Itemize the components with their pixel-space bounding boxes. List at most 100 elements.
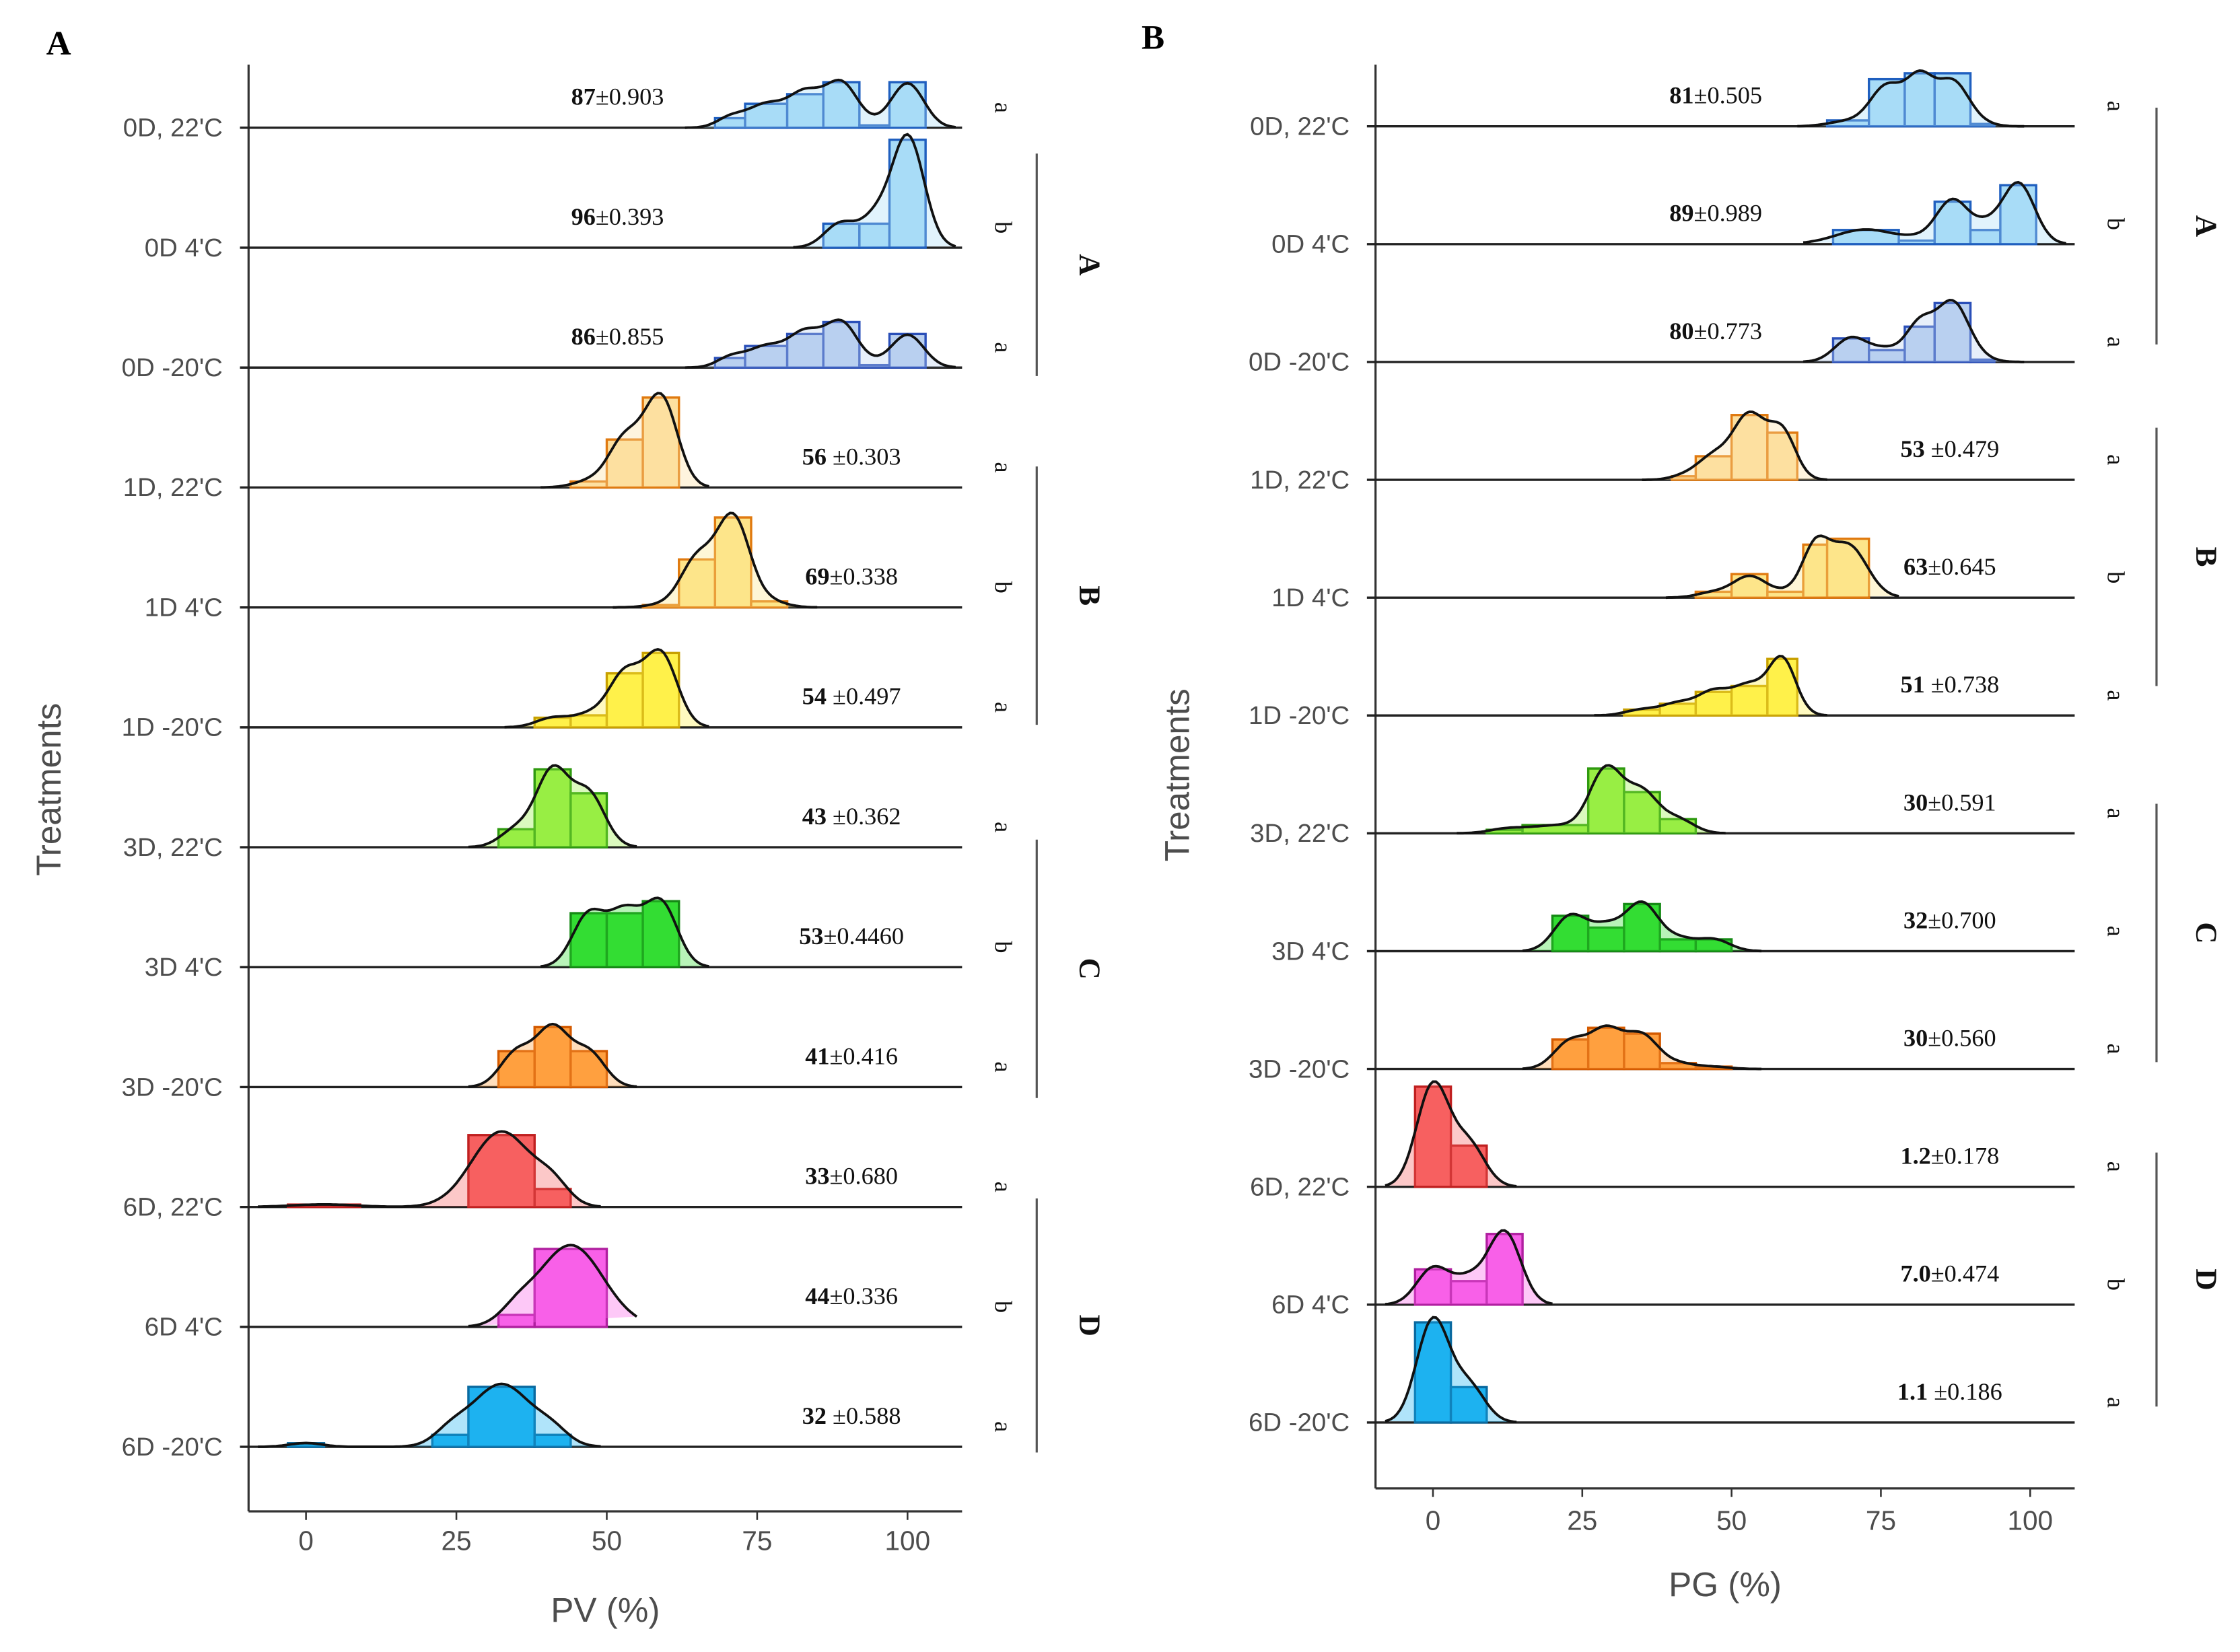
- sd-value: ±0.560: [1928, 1024, 1996, 1051]
- ridge-row: 6D 4'C 44±0.336 b: [145, 1244, 1016, 1342]
- ridge-row: 6D 4'C 7.0±0.474 b: [1271, 1229, 2129, 1320]
- mean-value: 87: [571, 83, 596, 110]
- mean-sd-annotation: 33±0.680: [805, 1163, 898, 1190]
- histogram-bar: [1586, 1026, 1625, 1071]
- group-label: C: [2190, 922, 2224, 943]
- sd-value: ±0.186: [1934, 1378, 2002, 1405]
- ridge-row: 3D -20'C 30±0.560 a: [1249, 1024, 2129, 1083]
- x-tick-label: 25: [1567, 1505, 1597, 1536]
- mean-sd-annotation: 43 ±0.362: [802, 803, 901, 830]
- ridge-row: 0D -20'C 86±0.855 a: [122, 318, 1016, 382]
- mean-value: 32: [802, 1402, 833, 1429]
- significance-letter: a: [989, 1182, 1016, 1192]
- row-label: 6D 4'C: [1271, 1291, 1350, 1320]
- mean-sd-annotation: 1.2±0.178: [1900, 1143, 1999, 1170]
- significance-letter: a: [2102, 690, 2129, 701]
- group-label: A: [2190, 215, 2224, 238]
- significance-letter: b: [989, 221, 1016, 234]
- significance-letter: a: [2102, 926, 2129, 937]
- significance-letter: a: [989, 702, 1016, 713]
- mean-sd-annotation: 51 ±0.738: [1900, 671, 1999, 698]
- significance-letter: a: [989, 462, 1016, 473]
- mean-sd-annotation: 56 ±0.303: [802, 443, 901, 470]
- sd-value: ±0.4460: [823, 923, 904, 949]
- mean-sd-annotation: 54 ±0.497: [802, 683, 901, 710]
- row-label: 1D, 22'C: [1250, 466, 1350, 495]
- significance-letter: a: [2102, 807, 2129, 818]
- significance-letter: b: [2102, 218, 2129, 230]
- panel-label-b: B: [1142, 19, 1164, 57]
- sd-value: ±0.989: [1694, 200, 1762, 227]
- mean-value: 86: [571, 323, 596, 350]
- significance-letter: a: [2102, 101, 2129, 112]
- histogram-bar: [533, 768, 572, 849]
- x-tick-label: 75: [1866, 1505, 1896, 1536]
- mean-sd-annotation: 30±0.591: [1903, 789, 1996, 816]
- group-label: D: [1073, 1315, 1107, 1336]
- histogram-bar: [569, 1050, 608, 1089]
- ridge-row: 0D, 22'C 81±0.505 a: [1250, 69, 2129, 141]
- significance-letter: a: [989, 342, 1016, 353]
- mean-sd-annotation: 1.1 ±0.186: [1897, 1378, 2002, 1405]
- density-curve: [540, 896, 709, 968]
- group-label: A: [1073, 254, 1107, 276]
- sd-value: ±0.855: [596, 323, 664, 350]
- row-label: 0D -20'C: [1249, 348, 1350, 377]
- row-label: 6D -20'C: [122, 1433, 223, 1462]
- significance-letter: a: [2102, 1044, 2129, 1054]
- sd-value: ±0.479: [1931, 435, 1999, 462]
- sd-value: ±0.178: [1931, 1143, 1999, 1170]
- mean-value: 44: [805, 1283, 829, 1309]
- x-tick-label: 100: [885, 1525, 931, 1556]
- mean-value: 53: [1900, 435, 1930, 462]
- histogram-bar: [785, 332, 825, 369]
- row-label: 0D -20'C: [122, 353, 223, 382]
- ridge-row: 3D 4'C 32±0.700 a: [1271, 900, 2129, 966]
- significance-letter: a: [989, 102, 1016, 113]
- density-curve: [468, 764, 637, 849]
- density-curve: [612, 511, 818, 609]
- y-axis-title: Treatments: [30, 703, 68, 876]
- mean-sd-annotation: 63±0.645: [1903, 553, 1996, 580]
- mean-sd-annotation: 86±0.855: [571, 323, 664, 350]
- sd-value: ±0.591: [1928, 789, 1996, 816]
- density-curve: [468, 1022, 637, 1088]
- row-label: 1D 4'C: [1271, 583, 1350, 612]
- row-label: 3D, 22'C: [1250, 819, 1350, 848]
- mean-sd-annotation: 87±0.903: [571, 83, 664, 110]
- row-label: 0D, 22'C: [123, 114, 223, 143]
- sd-value: ±0.474: [1931, 1260, 1999, 1287]
- row-label: 1D -20'C: [122, 713, 223, 742]
- x-tick-label: 50: [1716, 1505, 1747, 1536]
- histogram-bar: [641, 651, 680, 729]
- histogram-bar: [822, 81, 861, 129]
- mean-value: 33: [805, 1163, 829, 1190]
- mean-value: 1.2: [1900, 1143, 1930, 1170]
- sd-value: ±0.393: [596, 203, 664, 230]
- ridge-row: 6D -20'C 32 ±0.588 a: [122, 1382, 1016, 1462]
- significance-letter: a: [2102, 454, 2129, 465]
- sd-value: ±0.903: [596, 83, 664, 110]
- mean-value: 80: [1669, 318, 1693, 345]
- density-curve: [1797, 69, 2025, 128]
- significance-letter: b: [989, 581, 1016, 594]
- mean-sd-annotation: 32±0.700: [1903, 906, 1996, 933]
- mean-value: 30: [1903, 789, 1928, 816]
- mean-sd-annotation: 69±0.338: [805, 563, 898, 590]
- histogram-bar: [713, 516, 753, 609]
- row-label: 3D 4'C: [145, 953, 223, 982]
- sd-value: ±0.362: [833, 803, 901, 830]
- density-curve: [1385, 1229, 1553, 1306]
- density-curve: [258, 1130, 601, 1209]
- row-label: 6D, 22'C: [1250, 1173, 1350, 1202]
- ridge-row: 1D, 22'C 53 ±0.479 a: [1250, 410, 2129, 495]
- sd-value: ±0.588: [833, 1402, 901, 1429]
- mean-value: 89: [1669, 200, 1693, 227]
- significance-letter: a: [2102, 1161, 2129, 1172]
- mean-sd-annotation: 89±0.989: [1669, 200, 1762, 227]
- sd-value: ±0.497: [833, 683, 901, 710]
- row-label: 3D 4'C: [1271, 937, 1350, 966]
- histogram-bar: [1413, 1085, 1452, 1188]
- x-tick-label: 25: [442, 1525, 472, 1556]
